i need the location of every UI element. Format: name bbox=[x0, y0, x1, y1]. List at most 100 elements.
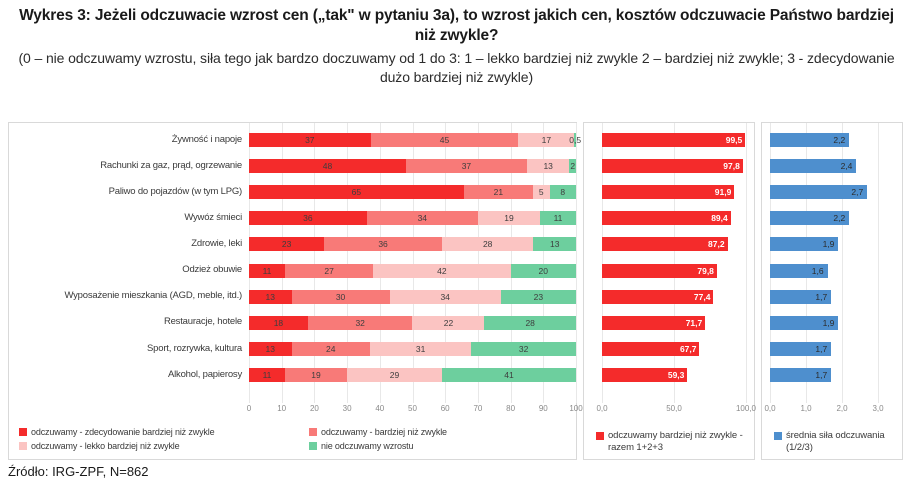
value-bar[interactable]: 1,9 bbox=[770, 315, 839, 330]
bar-value-label: 91,9 bbox=[714, 187, 732, 198]
bar-segment[interactable]: 37 bbox=[249, 133, 371, 148]
value-bar[interactable]: 99,5 bbox=[602, 133, 746, 148]
bar-segment[interactable]: 20 bbox=[510, 263, 576, 278]
x-axis-tick-label: 50 bbox=[408, 404, 417, 413]
category-label: Zdrowie, leki bbox=[191, 238, 242, 250]
bar-segment[interactable]: 22 bbox=[412, 315, 485, 330]
bar-segment[interactable]: 48 bbox=[249, 159, 406, 174]
bar-segment[interactable]: 18 bbox=[249, 315, 308, 330]
value-bar[interactable]: 97,8 bbox=[602, 159, 743, 174]
legend-item[interactable]: nie odczuwamy wzrostu bbox=[309, 441, 559, 451]
bar-segment[interactable]: 37 bbox=[405, 159, 527, 174]
category-label: Żywność i napoje bbox=[171, 133, 242, 145]
value-bar[interactable]: 1,9 bbox=[770, 237, 839, 252]
bar-segment[interactable]: 31 bbox=[369, 341, 472, 356]
source-note: Źródło: IRG-ZPF, N=862 bbox=[8, 464, 149, 479]
bar-segment[interactable]: 45 bbox=[370, 133, 519, 148]
value-bar-row: 1,9 bbox=[762, 231, 902, 257]
category-label: Alkohol, papierosy bbox=[167, 368, 242, 380]
bar-segment[interactable]: 13 bbox=[249, 289, 292, 304]
bar-segment[interactable]: 41 bbox=[441, 367, 576, 382]
segment-value-label: 17 bbox=[541, 135, 552, 146]
segment-value-label: 36 bbox=[303, 213, 313, 224]
segment-value-label: 2 bbox=[570, 161, 576, 172]
bar-segment[interactable]: 17 bbox=[518, 133, 575, 148]
bar-segment[interactable]: 32 bbox=[307, 315, 413, 330]
bar-segment[interactable]: 30 bbox=[291, 289, 390, 304]
value-bar[interactable]: 2,4 bbox=[770, 159, 857, 174]
legend-item[interactable]: odczuwamy - zdecydowanie bardziej niż zw… bbox=[19, 427, 309, 437]
stacked-bar[interactable]: 18 32 22 28 bbox=[249, 315, 576, 330]
bar-segment[interactable]: 23 bbox=[500, 289, 576, 304]
bar-segment[interactable]: 19 bbox=[477, 211, 541, 226]
bar-segment[interactable]: 13 bbox=[249, 341, 292, 356]
bar-segment[interactable]: 11 bbox=[249, 367, 285, 382]
x-axis-tick-label: 40 bbox=[375, 404, 385, 413]
bar-segment[interactable]: 24 bbox=[291, 341, 370, 356]
value-bar[interactable]: 91,9 bbox=[602, 185, 735, 200]
value-bar-row: 89,4 bbox=[584, 205, 754, 231]
bar-segment[interactable]: 65 bbox=[249, 185, 464, 200]
segment-value-label: 19 bbox=[311, 369, 321, 380]
bar-segment[interactable]: 34 bbox=[366, 211, 478, 226]
bar-segment[interactable]: 28 bbox=[441, 237, 534, 252]
bar-segment[interactable]: 13 bbox=[526, 159, 570, 174]
bar-segment[interactable]: 2 bbox=[569, 159, 576, 174]
value-bar[interactable]: 77,4 bbox=[602, 289, 714, 304]
legend-label: odczuwamy - lekko bardziej niż zwykle bbox=[31, 441, 180, 451]
stacked-bar[interactable]: 11 27 42 20 bbox=[249, 263, 576, 278]
stacked-bar[interactable]: 13 24 31 32 bbox=[249, 341, 576, 356]
bar-segment[interactable]: 11 bbox=[249, 263, 285, 278]
bar-segment[interactable]: 13 bbox=[533, 237, 576, 252]
value-bar[interactable]: 1,7 bbox=[770, 367, 832, 382]
value-bar[interactable]: 89,4 bbox=[602, 211, 731, 226]
legend-item[interactable]: odczuwamy - bardziej niż zwykle bbox=[309, 427, 559, 437]
bar-segment[interactable]: 42 bbox=[373, 263, 511, 278]
category-label: Sport, rozrywka, kultura bbox=[147, 342, 242, 354]
value-bar-row: 77,4 bbox=[584, 284, 754, 310]
chart-title-block: Wykres 3: Jeżeli odczuwacie wzrost cen (… bbox=[0, 0, 913, 86]
value-bar-row: 2,4 bbox=[762, 153, 902, 179]
bar-segment[interactable]: 32 bbox=[471, 341, 576, 356]
value-bar[interactable]: 67,7 bbox=[602, 341, 700, 356]
value-bar[interactable]: 59,3 bbox=[602, 367, 688, 382]
bar-segment[interactable]: 11 bbox=[540, 211, 576, 226]
stacked-bar[interactable]: 65 21 5 8 bbox=[249, 185, 576, 200]
value-bar[interactable]: 1,6 bbox=[770, 263, 828, 278]
legend-label-total: odczuwamy bardziej niż zwykle - razem 1+… bbox=[608, 429, 743, 453]
bar-segment[interactable]: 0,5 bbox=[569, 133, 581, 148]
bar-segment[interactable]: 19 bbox=[284, 367, 348, 382]
value-bar[interactable]: 1,7 bbox=[770, 289, 832, 304]
segment-value-label: 42 bbox=[437, 265, 447, 276]
value-bar[interactable]: 71,7 bbox=[602, 315, 706, 330]
bar-segment[interactable]: 8 bbox=[549, 185, 576, 200]
segment-value-label: 34 bbox=[440, 291, 450, 302]
bar-value-label: 1,9 bbox=[822, 317, 835, 328]
value-bar-row: 59,3 bbox=[584, 362, 754, 388]
bar-segment[interactable]: 36 bbox=[324, 237, 442, 252]
stacked-bar[interactable]: 48 37 13 2 bbox=[249, 159, 576, 174]
stacked-bar[interactable]: 13 30 34 23 bbox=[249, 289, 576, 304]
bar-segment[interactable]: 23 bbox=[249, 237, 325, 252]
stacked-bar[interactable]: 23 36 28 13 bbox=[249, 237, 576, 252]
stacked-bar[interactable]: 11 19 29 41 bbox=[249, 367, 576, 382]
bar-segment[interactable]: 34 bbox=[389, 289, 501, 304]
stacked-bar-row: Paliwo do pojazdów (w tym LPG) 65 21 5 8 bbox=[9, 179, 576, 205]
legend-swatch bbox=[309, 428, 317, 436]
bar-segment[interactable]: 27 bbox=[284, 263, 374, 278]
value-bar[interactable]: 79,8 bbox=[602, 263, 717, 278]
bar-segment[interactable]: 28 bbox=[484, 315, 576, 330]
stacked-bar-row: Sport, rozrywka, kultura 13 24 31 32 bbox=[9, 336, 576, 362]
bar-segment[interactable]: 36 bbox=[249, 211, 367, 226]
value-bar[interactable]: 2,2 bbox=[770, 211, 850, 226]
value-bar[interactable]: 2,2 bbox=[770, 133, 850, 148]
bar-segment[interactable]: 5 bbox=[533, 185, 550, 200]
bar-segment[interactable]: 21 bbox=[463, 185, 534, 200]
bar-segment[interactable]: 29 bbox=[347, 367, 442, 382]
value-bar[interactable]: 2,7 bbox=[770, 185, 868, 200]
legend-item[interactable]: odczuwamy - lekko bardziej niż zwykle bbox=[19, 441, 309, 451]
stacked-bar[interactable]: 36 34 19 11 bbox=[249, 211, 576, 226]
stacked-bar[interactable]: 37 45 17 0,5 bbox=[249, 133, 581, 148]
value-bar[interactable]: 87,2 bbox=[602, 237, 728, 252]
value-bar[interactable]: 1,7 bbox=[770, 341, 832, 356]
